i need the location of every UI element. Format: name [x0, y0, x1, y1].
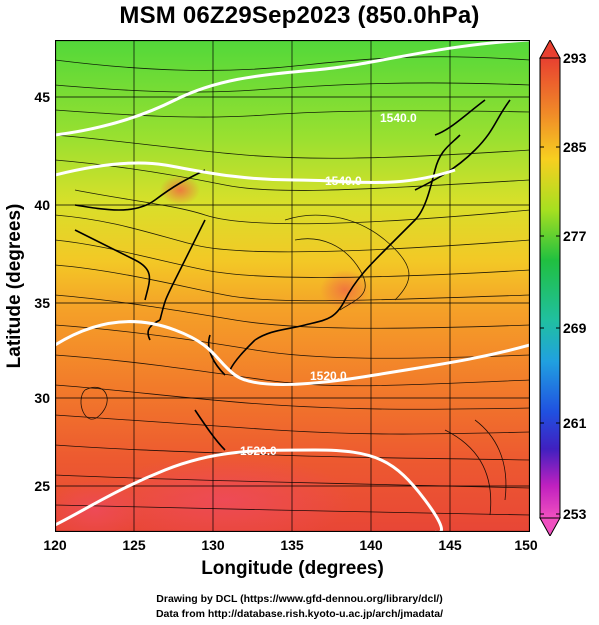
x-tick-label: 125 [122, 537, 146, 553]
contour-1540-north [55, 40, 530, 137]
plot-frame [55, 40, 530, 532]
credit-drawing: Drawing by DCL (https://www.gfd-dennou.o… [156, 593, 443, 605]
contour-label: 1540.0 [380, 111, 417, 125]
coastlines [74, 99, 511, 451]
y-tick-label: 45 [34, 89, 50, 105]
colorbar-label: 253 [563, 506, 587, 522]
x-tick-label: 145 [438, 537, 462, 553]
colorbar-max-arrow [539, 40, 561, 59]
colorbar-min-arrow [539, 517, 561, 536]
colorbar-label: 293 [563, 50, 587, 66]
y-tick-label: 25 [34, 478, 50, 494]
temperature-field [55, 40, 530, 532]
map-title: MSM 06Z29Sep2023 (850.0hPa) [119, 2, 480, 29]
contour-1540-mid [55, 161, 456, 184]
y-tick-label: 40 [34, 197, 50, 213]
height-contours [55, 40, 530, 532]
contour-1520-south [55, 448, 443, 532]
wind-streamlines [55, 56, 530, 516]
x-tick-label: 130 [201, 537, 225, 553]
contour-1520-mid [55, 320, 530, 386]
credit-data: Data from http://database.rish.kyoto-u.a… [155, 608, 444, 620]
map-panel: 1520.0 1520.0 1540.0 1540.0 [55, 40, 530, 532]
colorbar-scale [539, 57, 561, 519]
x-tick-label: 140 [359, 537, 383, 553]
y-tick-label: 35 [34, 295, 50, 311]
colorbar-label: 261 [563, 415, 587, 431]
warm-anomaly [320, 270, 370, 310]
colorbar [539, 40, 561, 536]
x-tick-label: 120 [43, 537, 67, 553]
hot-region [95, 455, 355, 532]
contour-label: 1520.0 [310, 369, 347, 383]
colorbar-label: 269 [563, 320, 587, 336]
y-tick-label: 30 [34, 390, 50, 406]
colorbar-label: 277 [563, 228, 587, 244]
contour-label: 1520.0 [240, 444, 277, 458]
temperature-map: 1520.0 1520.0 1540.0 1540.0 [55, 40, 530, 532]
x-tick-label: 150 [514, 537, 538, 553]
x-tick-label: 135 [280, 537, 304, 553]
warm-anomaly-2 [160, 175, 200, 205]
colorbar-label: 285 [563, 139, 587, 155]
y-axis-label: Latitude (degrees) [4, 203, 25, 369]
x-axis-label: Longitude (degrees) [201, 558, 384, 579]
contour-label: 1540.0 [325, 174, 362, 188]
